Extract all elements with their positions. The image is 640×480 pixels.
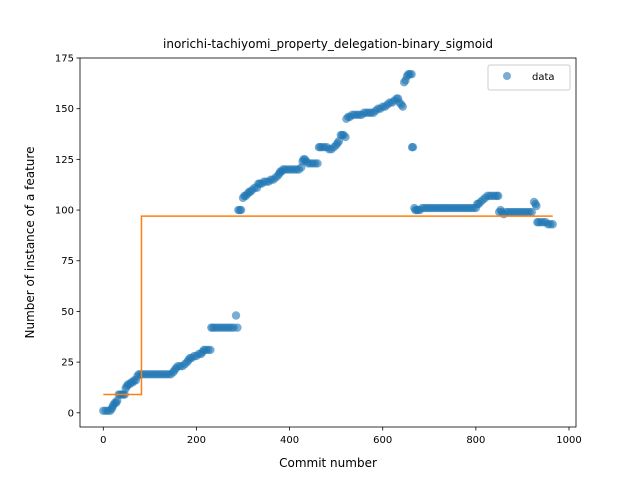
y-tick-label: 50 <box>61 307 74 318</box>
data-point <box>407 70 416 79</box>
legend-marker-data <box>503 72 511 80</box>
y-tick-label: 0 <box>68 408 74 419</box>
legend-box <box>487 64 571 91</box>
x-tick-label: 600 <box>373 435 392 446</box>
x-tick-label: 1000 <box>556 435 581 446</box>
y-tick-label: 175 <box>55 54 74 65</box>
y-tick-label: 150 <box>55 104 74 115</box>
scatter-series-data <box>99 70 557 415</box>
data-point <box>231 311 241 320</box>
x-tick-label: 0 <box>100 435 106 446</box>
plot-area: 0 200 400 600 800 1000 0 25 50 75 100 125 150 175 <box>55 54 582 447</box>
plot-frame <box>79 57 577 428</box>
data-point <box>236 205 246 215</box>
y-tick-label: 125 <box>55 155 74 166</box>
data-point <box>398 102 407 111</box>
x-tick-label: 200 <box>187 435 206 446</box>
chart-title: inorichi-tachiyomi_property_delegation-b… <box>163 37 493 51</box>
y-axis-label: Number of instance of a feature <box>23 147 37 339</box>
data-point <box>548 220 557 229</box>
fit-line <box>103 215 553 396</box>
y-tick-label: 25 <box>61 358 74 369</box>
data-point <box>341 132 350 142</box>
y-tick-label: 75 <box>61 256 74 267</box>
data-point <box>206 345 215 355</box>
data-point <box>527 207 536 217</box>
data-point <box>408 143 418 152</box>
data-point <box>494 191 503 201</box>
y-tick-label: 100 <box>55 206 74 217</box>
legend: data <box>487 64 571 91</box>
data-point <box>233 323 242 332</box>
x-tick-label: 800 <box>466 435 485 446</box>
data-point <box>313 159 322 168</box>
x-axis-label: Commit number <box>279 456 377 470</box>
x-tick-label: 400 <box>280 435 299 446</box>
data-point <box>532 201 541 211</box>
legend-label-data: data <box>532 72 555 83</box>
